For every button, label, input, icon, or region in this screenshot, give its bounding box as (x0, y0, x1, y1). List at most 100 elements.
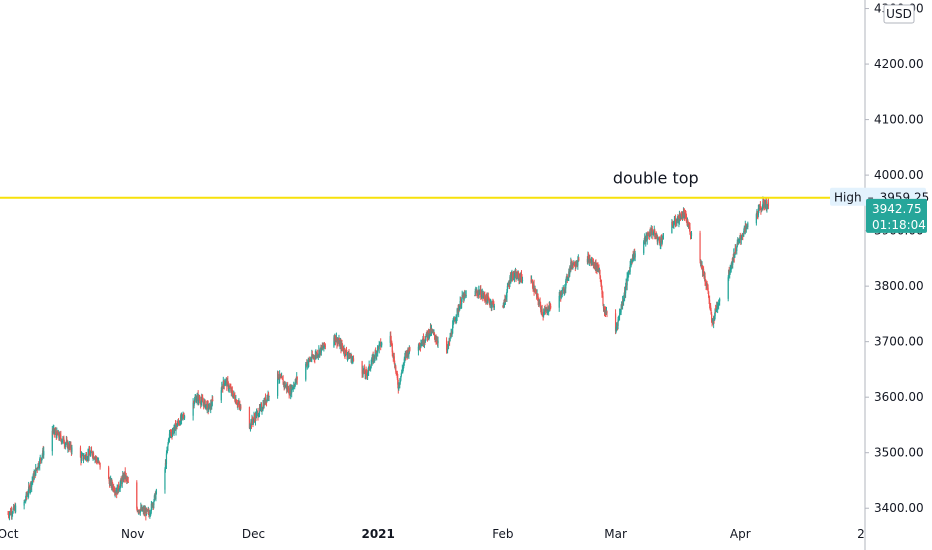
candle (654, 233, 656, 240)
candle (173, 424, 176, 434)
candle (408, 352, 410, 360)
candle (561, 287, 563, 298)
candle (565, 278, 567, 294)
candle (390, 331, 392, 345)
y-tick-label: 3800.00 (874, 279, 924, 293)
candle (261, 406, 263, 415)
candle (347, 354, 349, 361)
candle (71, 444, 73, 455)
candle (736, 245, 738, 255)
candle (516, 271, 518, 279)
candle (567, 277, 569, 282)
candle (32, 478, 34, 485)
candle (604, 306, 607, 317)
candle (747, 221, 749, 230)
candle (684, 209, 687, 219)
candle (634, 250, 636, 262)
x-tick-label: 2 (857, 527, 865, 541)
candle (449, 332, 451, 342)
currency-badge[interactable]: USD (883, 4, 915, 24)
candle (352, 355, 355, 362)
candle (706, 280, 708, 291)
candle (282, 378, 284, 380)
candle (235, 398, 237, 405)
candle (291, 384, 293, 398)
candle (455, 314, 457, 325)
candle (709, 295, 711, 309)
candle (124, 467, 126, 483)
candle (183, 414, 186, 420)
candle (164, 467, 166, 494)
candle (403, 362, 405, 369)
candle (41, 457, 43, 464)
candle (208, 405, 210, 409)
y-tick-label: 4100.00 (874, 113, 924, 127)
candle (343, 347, 346, 358)
candle (514, 269, 516, 279)
candle (493, 304, 495, 310)
candle (566, 274, 568, 284)
candle (587, 251, 589, 265)
candle (31, 476, 33, 486)
candle (674, 214, 677, 228)
candle (740, 235, 742, 245)
candle (38, 461, 40, 469)
candle (223, 380, 225, 387)
candle (738, 238, 740, 244)
candle (727, 275, 729, 302)
candle (630, 261, 632, 268)
candle (11, 511, 13, 520)
candle (109, 477, 111, 487)
candle (564, 284, 566, 295)
annotation-label: double top (613, 168, 699, 187)
candle (63, 439, 65, 449)
candle (619, 308, 621, 315)
candle (626, 272, 628, 291)
y-tick-label: 3400.00 (874, 501, 924, 515)
candle (543, 308, 545, 318)
candle (83, 453, 85, 459)
x-tick-label: Oct (0, 527, 19, 541)
candle (427, 328, 430, 341)
candle (445, 337, 448, 354)
candle (395, 371, 397, 376)
candle (645, 235, 647, 247)
candle (659, 236, 661, 246)
candle (164, 459, 167, 473)
candle (361, 360, 363, 378)
y-tick-label: 4000.00 (874, 168, 924, 182)
candle (511, 271, 514, 282)
last-price-label: 3942.75 01:18:04 (866, 198, 927, 233)
candle (207, 400, 209, 415)
candle (125, 472, 127, 482)
candle (454, 317, 456, 320)
candle (451, 330, 453, 337)
candle (419, 342, 422, 352)
candle (573, 261, 575, 267)
candle (322, 342, 324, 350)
candle (14, 503, 17, 514)
candle (90, 446, 93, 452)
candle (601, 290, 604, 297)
candle (673, 215, 675, 226)
candle (136, 480, 138, 511)
time-axis[interactable]: Oct Nov Dec 2021 Feb Mar Apr 2 (0, 527, 865, 541)
candle (767, 198, 770, 209)
candle (88, 445, 91, 454)
candle (409, 346, 411, 352)
candle (452, 318, 454, 329)
candle (346, 350, 348, 360)
candle (239, 400, 241, 410)
candle (399, 378, 401, 389)
candle (661, 235, 663, 245)
candle (150, 500, 152, 514)
candle (279, 373, 281, 380)
x-tick-label: Nov (121, 527, 144, 541)
candle (193, 402, 195, 409)
candle (210, 399, 212, 410)
candle (210, 399, 212, 414)
annotations: double top (613, 168, 699, 187)
candle (671, 218, 673, 234)
